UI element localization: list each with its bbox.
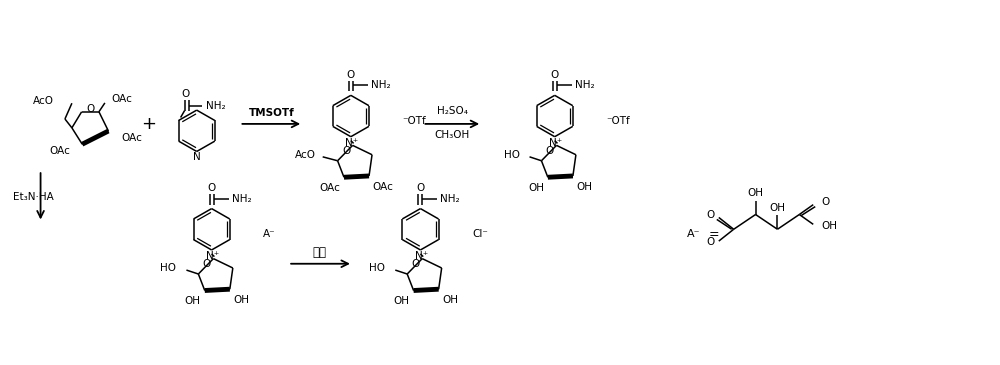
Text: O: O — [416, 183, 425, 193]
Text: =: = — [708, 228, 719, 241]
Text: NH₂: NH₂ — [371, 81, 390, 91]
Text: AcO: AcO — [295, 150, 316, 160]
Text: OAc: OAc — [49, 146, 70, 156]
Text: ⁻OTf: ⁻OTf — [403, 116, 426, 126]
Text: OH: OH — [577, 182, 593, 192]
Text: OAc: OAc — [373, 182, 393, 192]
Text: N: N — [193, 153, 201, 162]
Text: O: O — [207, 183, 216, 193]
Text: HO: HO — [369, 263, 385, 273]
Text: N⁺: N⁺ — [549, 138, 562, 147]
Text: +: + — [141, 115, 156, 133]
Text: HO: HO — [504, 150, 520, 160]
Text: 氯盐: 氯盐 — [312, 246, 326, 260]
Text: A⁻: A⁻ — [263, 229, 276, 239]
Text: O: O — [707, 237, 715, 247]
Text: O: O — [342, 146, 350, 156]
Text: NH₂: NH₂ — [206, 101, 226, 111]
Text: O: O — [707, 210, 715, 219]
Text: OH: OH — [234, 295, 250, 305]
Text: ⁻OTf: ⁻OTf — [606, 116, 630, 126]
Text: Cl⁻: Cl⁻ — [472, 229, 488, 239]
Text: OH: OH — [821, 221, 837, 231]
Text: OAc: OAc — [320, 183, 340, 193]
Text: A⁻: A⁻ — [687, 229, 701, 239]
Text: OH: OH — [394, 296, 410, 306]
Text: OH: OH — [748, 188, 764, 198]
Text: OH: OH — [185, 296, 201, 306]
Text: NH₂: NH₂ — [232, 194, 251, 204]
Text: CH₃OH: CH₃OH — [435, 130, 470, 140]
Text: AcO: AcO — [33, 96, 54, 106]
Text: O: O — [203, 260, 211, 269]
Text: NH₂: NH₂ — [575, 81, 594, 91]
Text: N⁺: N⁺ — [206, 251, 219, 261]
Text: O: O — [86, 104, 94, 114]
Text: OH: OH — [443, 295, 459, 305]
Text: OH: OH — [769, 203, 785, 212]
Text: HO: HO — [160, 263, 176, 273]
Text: O: O — [551, 70, 559, 80]
Text: O: O — [347, 70, 355, 80]
Text: N⁺: N⁺ — [345, 138, 358, 147]
Text: O: O — [821, 197, 829, 207]
Text: H₂SO₄: H₂SO₄ — [437, 106, 468, 116]
Text: O: O — [412, 260, 420, 269]
Text: O: O — [546, 146, 554, 156]
Text: OAc: OAc — [112, 94, 133, 104]
Text: O: O — [181, 89, 190, 99]
Text: N⁺: N⁺ — [415, 251, 428, 261]
Text: OAc: OAc — [121, 133, 142, 143]
Text: TMSOTf: TMSOTf — [248, 108, 294, 118]
Text: OH: OH — [528, 183, 544, 193]
Text: Et₃N·HA: Et₃N·HA — [13, 192, 53, 202]
Text: NH₂: NH₂ — [440, 194, 460, 204]
